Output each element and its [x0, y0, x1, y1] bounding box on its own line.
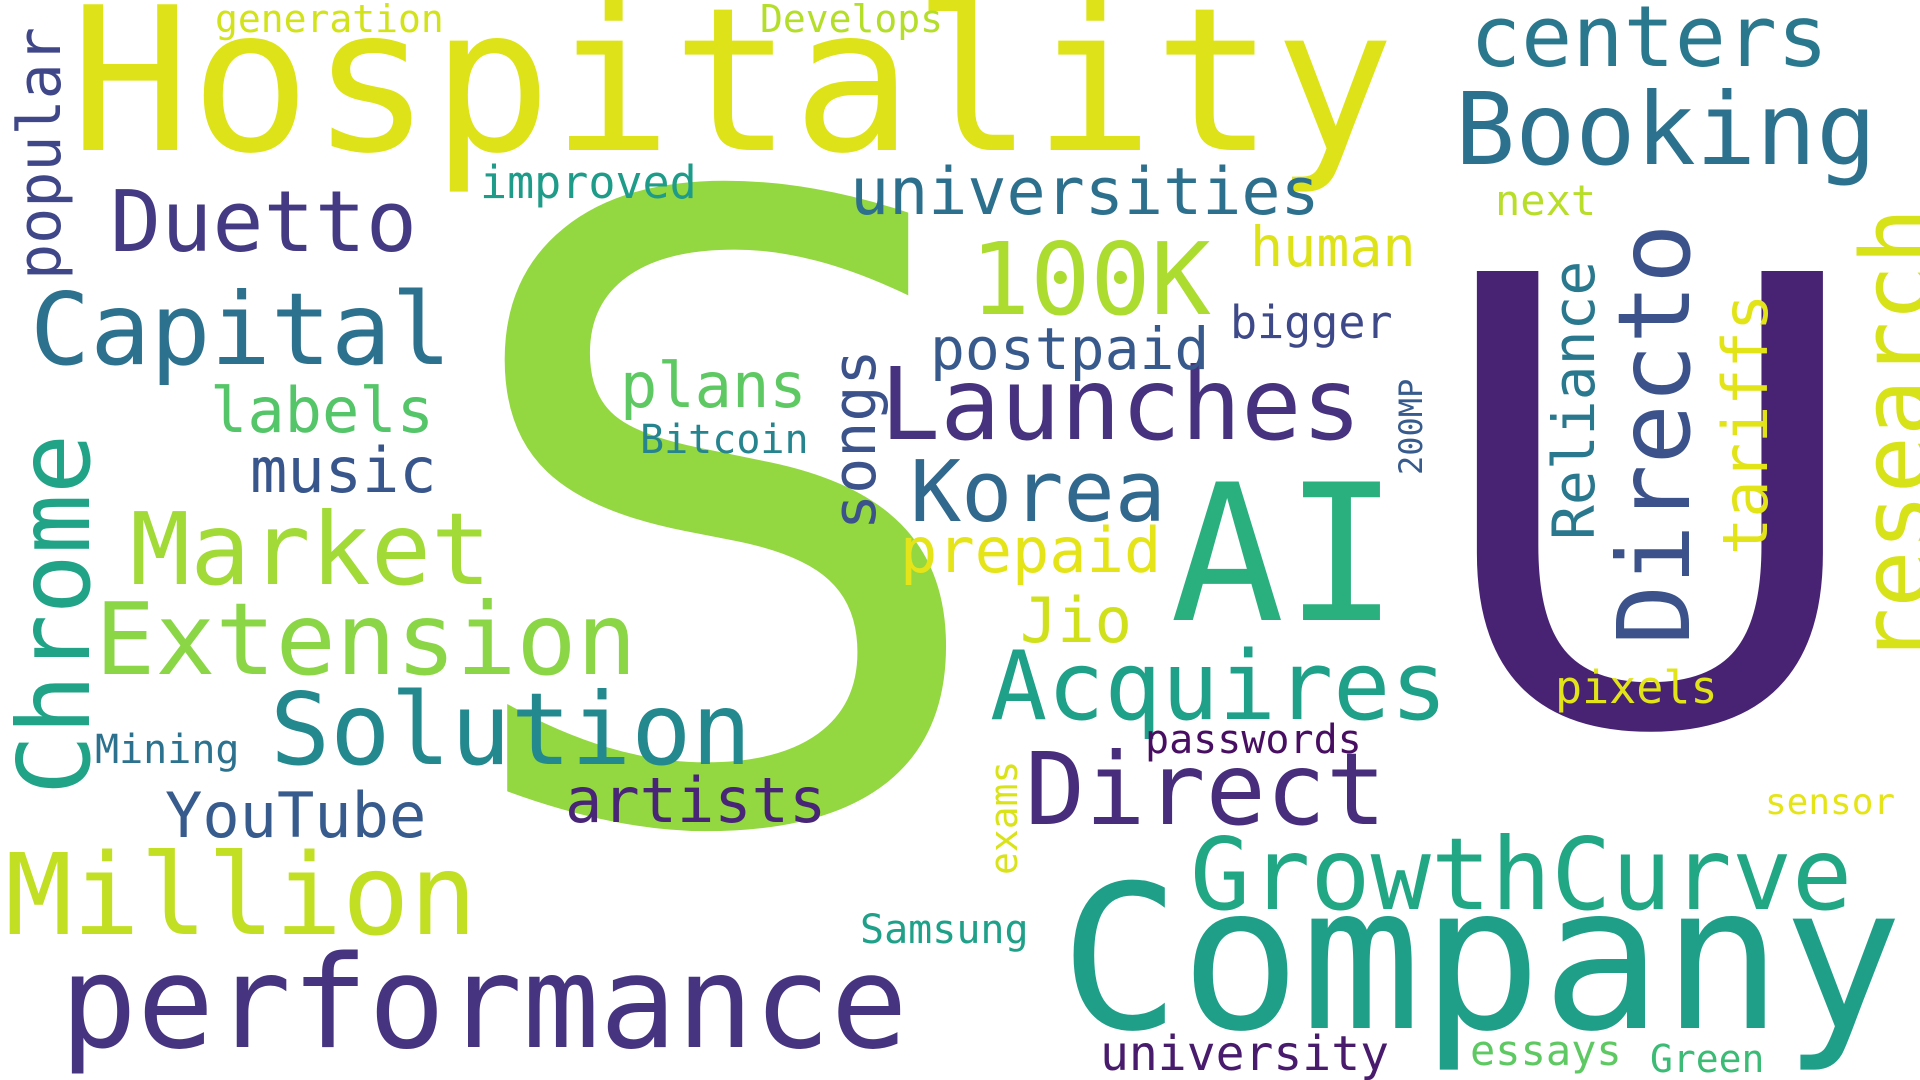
word-improved: improved — [480, 156, 697, 209]
word-research: research — [1842, 207, 1920, 665]
word-extension: Extension — [95, 581, 637, 698]
word-passwords: passwords — [1145, 717, 1362, 763]
word-plans: plans — [620, 349, 807, 422]
word-reliance: Reliance — [1540, 260, 1608, 540]
word-capital: Capital — [30, 271, 452, 388]
word-mining: Mining — [95, 727, 240, 773]
word-launches: Launches — [880, 346, 1362, 463]
word-performance: performance — [60, 929, 908, 1078]
word-100k: 100K — [970, 221, 1211, 338]
word-artists: artists — [565, 764, 827, 837]
word-develops: Develops — [760, 0, 944, 41]
word-exams: exams — [982, 760, 1026, 875]
word-centers: centers — [1470, 0, 1829, 87]
word-popular: popular — [5, 27, 75, 280]
word-prepaid: prepaid — [900, 514, 1162, 587]
word-market: Market — [130, 491, 492, 608]
word-million: Million — [5, 831, 478, 961]
word-pixels: pixels — [1555, 661, 1718, 714]
word-jio: Jio — [1020, 584, 1132, 657]
word-labels: labels — [210, 374, 434, 447]
word-s: S — [448, 21, 994, 1022]
word-company: Company — [1060, 843, 1903, 1076]
word-next: next — [1495, 176, 1597, 225]
word-postpaid: postpaid — [930, 315, 1210, 383]
word-duetto: Duetto — [110, 173, 418, 272]
word-korea: Korea — [910, 443, 1166, 542]
word-ai: AI — [1170, 444, 1399, 665]
word-acquires: Acquires — [990, 632, 1448, 742]
word-bigger: bigger — [1230, 296, 1393, 349]
word-sensor: sensor — [1765, 782, 1896, 823]
word-tariffs: tariffs — [1709, 293, 1782, 555]
word-solution: Solution — [270, 671, 752, 788]
word-booking: Booking — [1455, 71, 1877, 188]
word-songs: songs — [820, 349, 890, 530]
word-essays: essays — [1470, 1026, 1622, 1075]
word-200mp: 200MP — [1392, 378, 1430, 475]
word-chrome: Chrome — [0, 433, 113, 795]
word-direct: Direct — [1025, 731, 1387, 848]
word-generation: generation — [215, 0, 444, 41]
word-u: U — [1423, 149, 1877, 870]
word-green: Green — [1650, 1037, 1765, 1080]
word-directo: Directo — [1596, 223, 1713, 645]
word-music: music — [250, 434, 437, 507]
word-youtube: YouTube — [165, 779, 427, 852]
word-samsung: Samsung — [860, 907, 1029, 953]
word-university: university — [1100, 1026, 1389, 1080]
word-human: human — [1250, 215, 1416, 279]
word-hospitality: Hospitality — [70, 0, 1395, 198]
word-bitcoin: Bitcoin — [640, 417, 809, 463]
word-growthcurve: GrowthCurve — [1190, 816, 1853, 933]
word-universities: universities — [850, 155, 1320, 230]
